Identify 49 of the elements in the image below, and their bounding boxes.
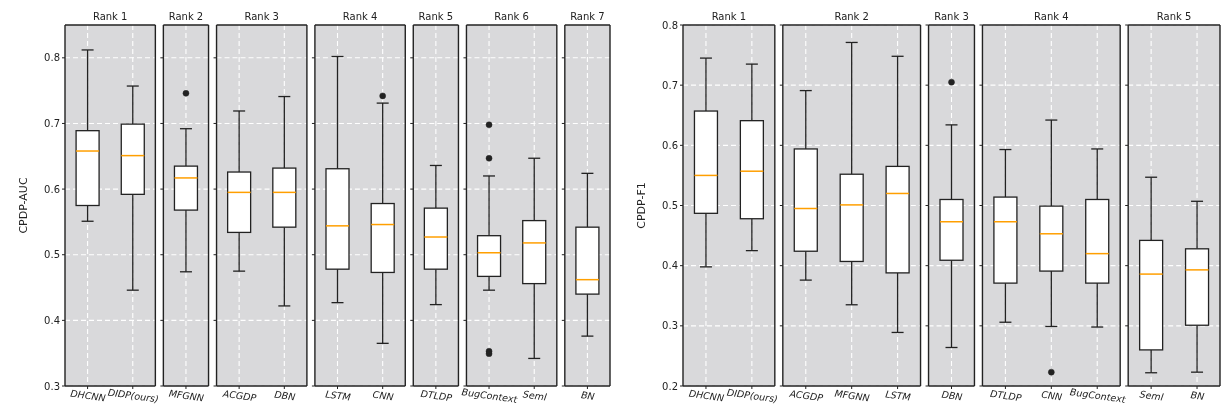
chart-title: Rank 1 (711, 11, 747, 22)
y-tick-label: 0.4 (662, 260, 678, 272)
x-tick-label: Seml (1139, 388, 1165, 403)
chart-title: Rank 4 (342, 11, 378, 22)
y-tick-label: 0.3 (44, 380, 60, 392)
y-tick-label: 0.6 (662, 139, 678, 151)
x-tick-label: LSTM (324, 388, 352, 403)
y-tick-label: 0.8 (44, 52, 60, 64)
x-tick-label: DTLDP (989, 387, 1023, 404)
y-axis-title: CPDP-AUC (17, 177, 30, 234)
x-tick-label: DIDP(ours) (107, 386, 160, 405)
x-tick-label: ACGDP (221, 387, 258, 404)
y-tick-label: 0.5 (44, 249, 60, 261)
chart-title: Rank 5 (418, 11, 454, 22)
chart-title: Rank 6 (494, 11, 529, 22)
y-tick-label: 0.4 (44, 314, 60, 326)
x-tick-label: CNN (1040, 388, 1063, 403)
chart-title: Rank 1 (92, 11, 128, 22)
y-tick-label: 0.3 (662, 320, 678, 332)
y-tick-label: 0.7 (44, 117, 60, 129)
x-tick-label: BugContext (461, 386, 520, 406)
x-tick-label: DHCNN (688, 387, 725, 404)
x-tick-label: DBN (940, 388, 964, 403)
x-tick-label: DBN (273, 388, 296, 403)
chart-title: Rank 2 (834, 11, 869, 22)
chart-title: Rank 3 (934, 11, 969, 22)
y-tick-label: 0.2 (662, 380, 678, 392)
chart-title: Rank 5 (1156, 11, 1192, 22)
chart-title: Rank 4 (1034, 11, 1069, 22)
x-tick-label: ACGDP (787, 387, 824, 404)
x-tick-label: BN (1190, 389, 1206, 402)
x-tick-label: BN (580, 389, 596, 402)
x-tick-label: DIDP(ours) (726, 386, 779, 405)
x-tick-label: DTLDP (420, 387, 453, 404)
x-tick-label: MFGNN (168, 387, 205, 404)
y-tick-label: 0.6 (44, 183, 60, 195)
x-tick-label: DHCNN (69, 387, 107, 404)
y-tick-label: 0.5 (662, 200, 678, 211)
chart-title: Rank 7 (570, 11, 605, 22)
chart-title: Rank 2 (168, 11, 204, 22)
x-tick-label: CNN (372, 388, 395, 403)
y-tick-label: 0.8 (662, 19, 678, 31)
y-tick-label: 0.7 (662, 79, 678, 91)
x-tick-label: MFGNN (833, 387, 871, 404)
y-axis-title: CPDP-F1 (635, 182, 648, 229)
x-tick-label: BugContext (1069, 386, 1128, 406)
x-tick-label: LSTM (884, 388, 912, 403)
x-tick-label: Seml (522, 388, 548, 403)
chart-title: Rank 3 (244, 11, 279, 22)
